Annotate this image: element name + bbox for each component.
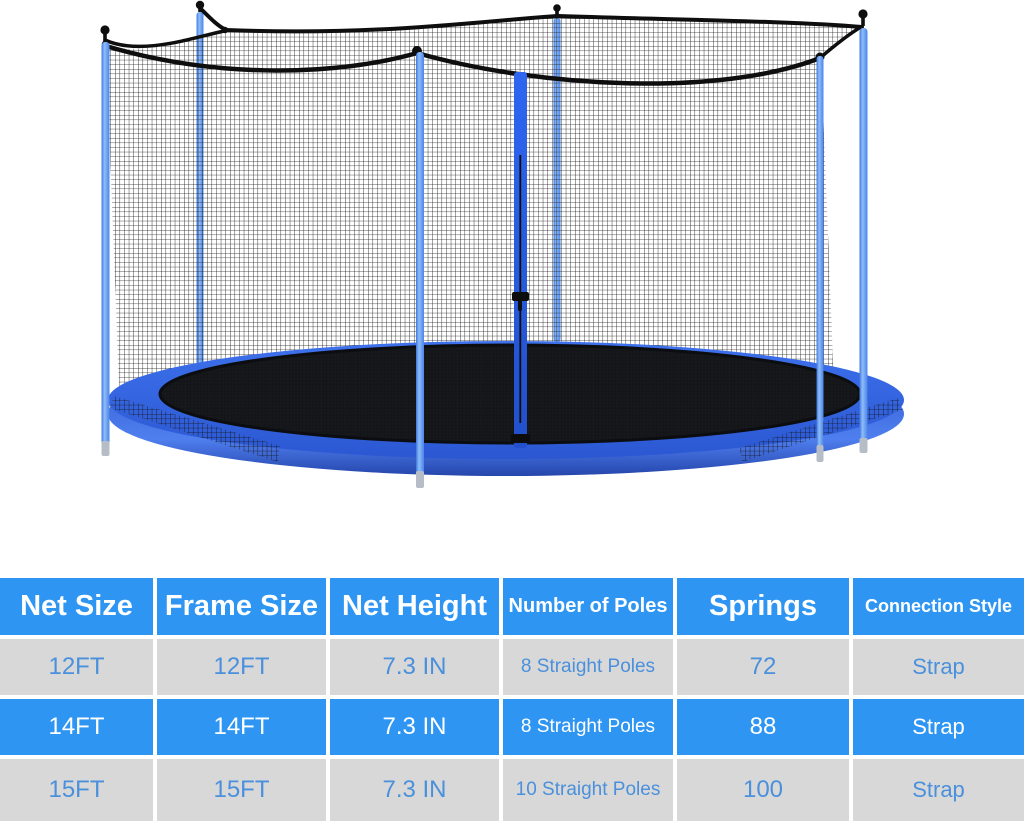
jumping-mat [158, 343, 862, 445]
header-cell-connection-style: Connection Style [853, 578, 1024, 635]
net-zipper-entrance [511, 72, 530, 448]
cell-row3-net-height: 7.3 IN [330, 759, 499, 821]
header-cell-number-of-poles: Number of Poles [503, 578, 673, 635]
cell-row3-frame-size: 15FT [157, 759, 326, 821]
spec-table: Net Size Frame Size Net Height Number of… [0, 578, 1024, 821]
cell-row2-number-of-poles: 8 Straight Poles [503, 699, 673, 755]
cell-row2-net-height: 7.3 IN [330, 699, 499, 755]
enclosure-pole-outer-left [101, 42, 110, 456]
cell-row1-springs: 72 [677, 639, 849, 695]
cell-row1-connection-style: Strap [853, 639, 1024, 695]
enclosure-pole-inner-right [816, 56, 824, 462]
cell-row1-number-of-poles: 8 Straight Poles [503, 639, 673, 695]
cell-row1-frame-size: 12FT [157, 639, 326, 695]
cell-row2-springs: 88 [677, 699, 849, 755]
cell-row2-connection-style: Strap [853, 699, 1024, 755]
cell-row2-frame-size: 14FT [157, 699, 326, 755]
enclosure-pole-outer-right [859, 28, 868, 453]
cell-row3-net-size: 15FT [0, 759, 153, 821]
trampoline-illustration [100, 0, 904, 488]
header-cell-springs: Springs [677, 578, 849, 635]
safety-net-mesh [106, 16, 862, 436]
cell-row2-net-size: 14FT [0, 699, 153, 755]
cell-row3-springs: 100 [677, 759, 849, 821]
header-cell-net-size: Net Size [0, 578, 153, 635]
cell-row3-connection-style: Strap [853, 759, 1024, 821]
cell-row1-net-height: 7.3 IN [330, 639, 499, 695]
header-cell-frame-size: Frame Size [157, 578, 326, 635]
pole-cap-finials [100, 0, 868, 42]
cell-row1-net-size: 12FT [0, 639, 153, 695]
cell-row3-number-of-poles: 10 Straight Poles [503, 759, 673, 821]
enclosure-pole-front-left [416, 52, 424, 488]
trampoline-svg [100, 0, 904, 488]
header-cell-net-height: Net Height [330, 578, 499, 635]
